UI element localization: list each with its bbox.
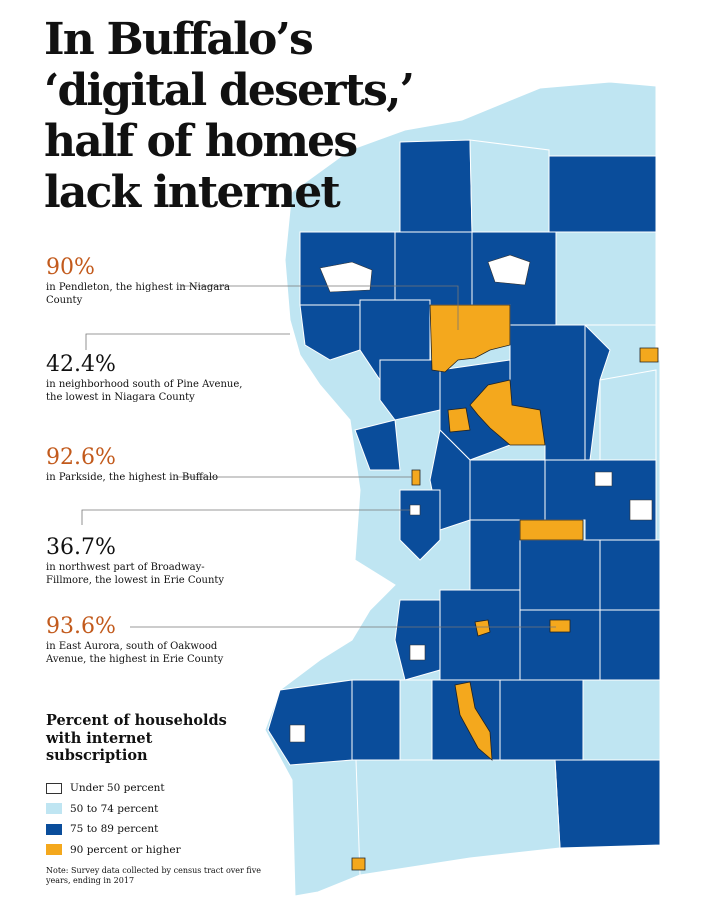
legend-label: Under 50 percent [70, 782, 165, 795]
stat-value: 92.6% [46, 445, 116, 470]
tracts-under-50 [289, 254, 653, 743]
stat-pendleton: 90% in Pendleton, the highest in Niagara… [46, 256, 246, 307]
legend-label: 90 percent or higher [70, 843, 181, 856]
headline: In Buffalo’s ‘digital deserts,’ half of … [44, 14, 415, 218]
legend-label: 75 to 89 percent [70, 823, 159, 836]
legend-swatch [46, 782, 62, 794]
stat-value: 90% [46, 255, 95, 280]
legend-swatch [46, 803, 62, 815]
stat-description: in neighborhood south of Pine Avenue, th… [46, 379, 243, 403]
legend-item: 50 to 74 percent [46, 799, 181, 820]
stat-broadway-fillmore: 36.7% in northwest part of Broadway-Fill… [46, 536, 246, 587]
legend-swatch [46, 823, 62, 835]
stat-description: in northwest part of Broadway-Fillmore, … [46, 562, 225, 586]
stat-description: in Pendleton, the highest in Niagara Cou… [46, 282, 230, 306]
footnote: Note: Survey data collected by census tr… [46, 866, 261, 885]
leader-lines [81, 285, 556, 628]
legend: Under 50 percent 50 to 74 percent 75 to … [46, 778, 181, 860]
stat-description: in East Aurora, south of Oakwood Avenue,… [46, 641, 224, 665]
legend-label: 50 to 74 percent [70, 802, 159, 815]
tracts-90-plus [351, 304, 659, 871]
stat-value: 42.4% [46, 352, 116, 377]
stat-parkside: 92.6% in Parkside, the highest in Buffal… [46, 446, 246, 485]
legend-swatch [46, 844, 62, 856]
stat-description: in Parkside, the highest in Buffalo [46, 472, 219, 483]
tracts-50-74 [355, 139, 661, 876]
source-credit: Source: American Community Survey [574, 853, 657, 874]
stat-value: 93.6% [46, 614, 116, 639]
stat-pine-avenue: 42.4% in neighborhood south of Pine Aven… [46, 353, 246, 404]
legend-item: 90 percent or higher [46, 840, 181, 861]
stat-value: 36.7% [46, 535, 116, 560]
legend-item: Under 50 percent [46, 778, 181, 799]
legend-item: 75 to 89 percent [46, 819, 181, 840]
legend-title: Percent of households with internet subs… [46, 712, 227, 764]
stat-east-aurora: 93.6% in East Aurora, south of Oakwood A… [46, 615, 246, 666]
